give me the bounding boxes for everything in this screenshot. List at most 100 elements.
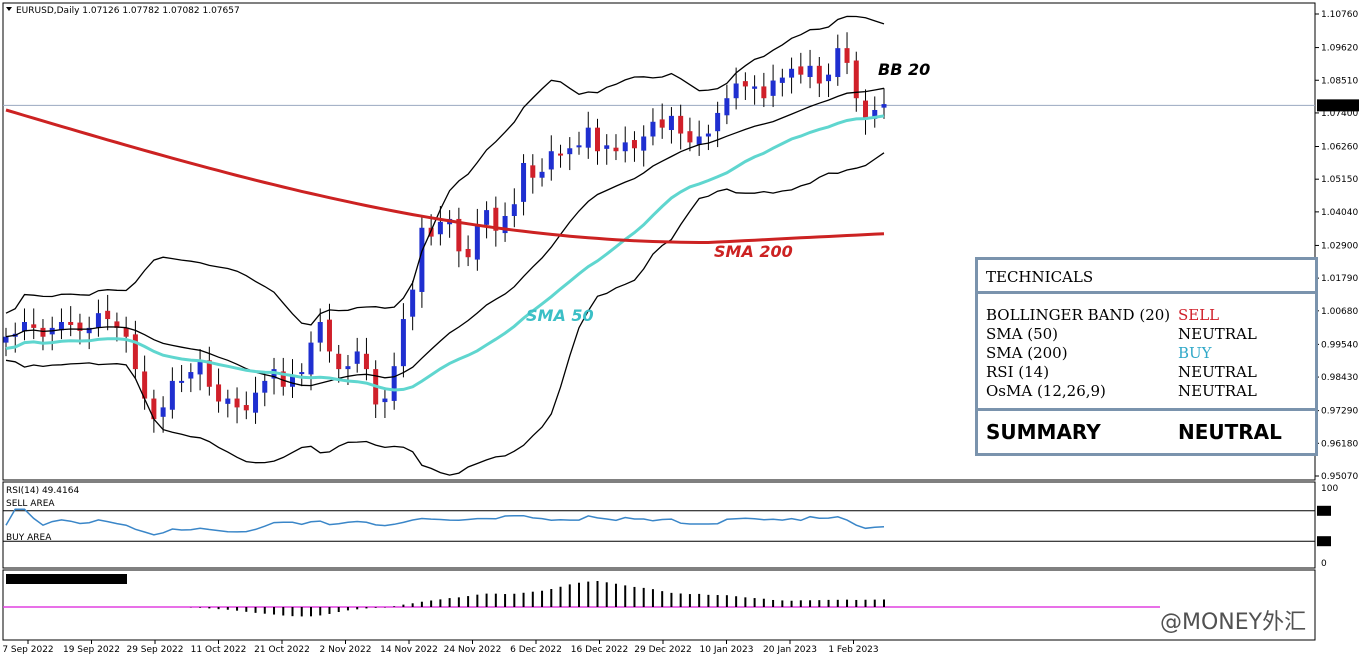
dropdown-arrow-icon [6,7,12,11]
indicator-signal: NEUTRAL [1178,382,1257,400]
candle-body [188,372,194,379]
candle-body [253,392,259,413]
indicator-label: SMA (200) [986,344,1068,362]
technicals-rows: BOLLINGER BAND (20) SELL SMA (50) NEUTRA… [986,306,1311,401]
candle-body [437,221,443,235]
candle-body [613,147,619,152]
rsi-line [5,508,885,536]
rsi-buy-area-label: BUY AREA [6,533,52,543]
bollinger-middle-line [5,87,885,387]
candle-body [474,224,480,260]
candle-body [881,104,887,108]
price-tick-label: 1.02900 [1321,241,1358,251]
candle-body [687,131,693,143]
chart-header-text: EURUSD,Daily 1.07126 1.07782 1.07082 1.0… [16,6,240,16]
candle-body [354,351,360,364]
date-tick-label: 11 Oct 2022 [191,645,247,655]
summary-label: SUMMARY [986,420,1101,444]
candle-body [696,136,702,145]
date-tick-label: 24 Nov 2022 [444,645,502,655]
candle-body [835,48,841,78]
date-tick-label: 2 Nov 2022 [320,645,372,655]
candle-body [798,66,804,75]
bollinger-lower-line [5,152,885,476]
rsi-30-label: 30 [1319,537,1331,547]
candle-body [715,112,721,132]
candle-body [123,327,129,337]
candle-body [548,151,554,170]
indicator-label: OsMA (12,26,9) [986,382,1106,400]
sma50-line [5,114,885,392]
candle-body [391,366,397,401]
candle-body [216,384,222,402]
date-tick-label: 7 Sep 2022 [2,645,53,655]
candle-body [816,65,822,84]
date-tick-label: 29 Sep 2022 [126,645,183,655]
candle-body [622,142,628,152]
candle-body [539,171,545,178]
rsi-sell-area-label: SELL AREA [6,499,55,509]
candle-body [650,121,656,137]
candle-body [151,398,157,420]
candle-body [31,324,37,328]
candle-body [456,218,462,252]
candles-group [3,32,887,433]
candle-body [326,319,332,352]
candle-body [530,165,536,178]
candle-body [400,319,406,367]
candle-body [299,372,305,375]
candle-body [521,162,527,202]
indicator-signal: SELL [1178,306,1220,324]
technicals-row: SMA (200) BUY [986,344,1311,363]
watermark: @MONEY外汇 [1160,610,1307,635]
candle-body [290,375,296,387]
candle-body [363,353,369,370]
candle-body [142,371,148,399]
candle-body [631,140,637,149]
candle-body [95,313,101,328]
price-tick-label: 0.96180 [1321,439,1358,449]
candle-body [225,398,231,404]
indicator-label: BOLLINGER BAND (20) [986,306,1171,324]
price-tick-label: 1.04040 [1321,208,1358,218]
price-tick-label: 1.01790 [1321,274,1358,284]
bollinger-upper-line [5,15,885,326]
candle-body [502,215,508,234]
candle-body [511,204,517,216]
candle-body [234,398,240,408]
current-price-box [1317,99,1359,112]
price-tick-label: 1.05150 [1321,175,1358,185]
candle-body [761,86,767,99]
candle-body [21,322,27,332]
candle-body [789,68,795,78]
candle-body [567,148,573,155]
candle-body [419,227,425,292]
date-tick-label: 21 Oct 2022 [254,645,310,655]
candle-body [410,289,416,317]
rsi-70-box [1317,505,1331,516]
candle-body [668,115,674,131]
indicator-signal: NEUTRAL [1178,325,1257,343]
candle-body [345,366,351,370]
price-tick-label: 1.00680 [1321,307,1358,317]
rsi-frame [2,481,1316,569]
candle-body [484,210,490,225]
price-tick-label: 0.95070 [1321,472,1358,482]
candle-body [604,145,610,149]
candle-body [659,119,665,128]
candle-body [206,360,212,387]
indicator-label: SMA (50) [986,325,1059,343]
date-tick-label: 20 Jan 2023 [763,645,817,655]
candle-body [280,371,286,387]
candle-body [308,342,314,375]
candle-body [576,145,582,148]
candle-body [779,77,785,83]
current-price-label: 1.07657 [1319,101,1356,111]
price-tick-label: 1.08510 [1321,76,1358,86]
candle-body [844,48,850,63]
technicals-row: BOLLINGER BAND (20) SELL [986,306,1311,325]
candle-body [465,248,471,258]
indicator-signal: NEUTRAL [1178,363,1257,381]
price-tick-label: 1.07400 [1321,109,1358,119]
